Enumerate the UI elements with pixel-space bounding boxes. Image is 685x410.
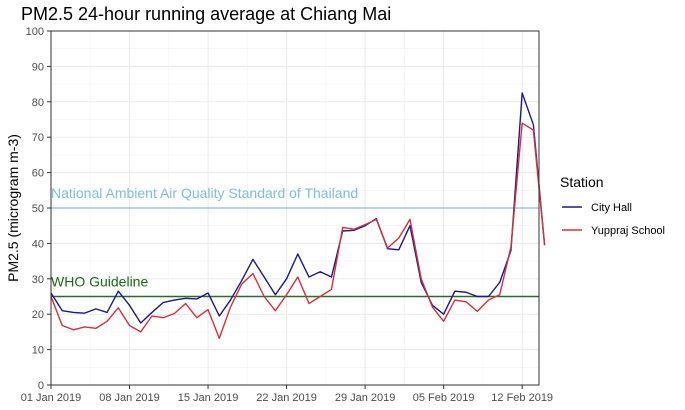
x-axis: 01 Jan 2019 08 Jan 2019 15 Jan 2019 22 Jan …: [21, 385, 553, 404]
series-line: [50, 122, 546, 339]
y-tick-label: 70: [32, 132, 44, 144]
legend-label: City Hall: [591, 202, 632, 214]
y-tick-label: 80: [32, 97, 44, 109]
x-tick-label: 01 Jan 2019: [21, 392, 82, 404]
x-tick-label: 08 Jan 2019: [99, 392, 160, 404]
y-tick-label: 10: [32, 345, 44, 357]
x-tick-label: 05 Feb 2019: [413, 392, 475, 404]
reference-lines: [51, 207, 539, 298]
x-tick-label: 22 Jan 2019: [256, 392, 317, 404]
y-tick-label: 100: [26, 26, 44, 38]
reference-line-label: WHO Guideline: [51, 274, 148, 290]
chart-title: PM2.5 24-hour running average at Chiang …: [21, 4, 391, 24]
legend-entries: City Hall Yuppraj School: [562, 202, 665, 237]
x-tick-label: 15 Jan 2019: [178, 392, 239, 404]
y-tick-label: 0: [38, 380, 44, 392]
legend: Station City Hall Yuppraj School: [560, 174, 665, 237]
x-tick-label: 12 Feb 2019: [491, 392, 553, 404]
y-tick-label: 50: [32, 203, 44, 215]
y-axis-title: PM2.5 (microgram m-3): [5, 134, 21, 282]
y-tick-label: 90: [32, 61, 44, 73]
series-lines: [50, 92, 546, 339]
reference-line-label: National Ambient Air Quality Standard of…: [51, 185, 358, 201]
y-axis: 0 10 20 30 40 50 60 70 80 90 100: [26, 26, 51, 392]
y-tick-label: 40: [32, 238, 44, 250]
legend-title: Station: [560, 174, 604, 190]
y-tick-label: 20: [32, 309, 44, 321]
y-tick-label: 30: [32, 274, 44, 286]
legend-label: Yuppraj School: [591, 225, 665, 237]
y-tick-label: 60: [32, 168, 44, 180]
series-line: [50, 92, 546, 324]
reference-line-labels: National Ambient Air Quality Standard of…: [51, 185, 358, 290]
x-tick-label: 29 Jan 2019: [335, 392, 396, 404]
